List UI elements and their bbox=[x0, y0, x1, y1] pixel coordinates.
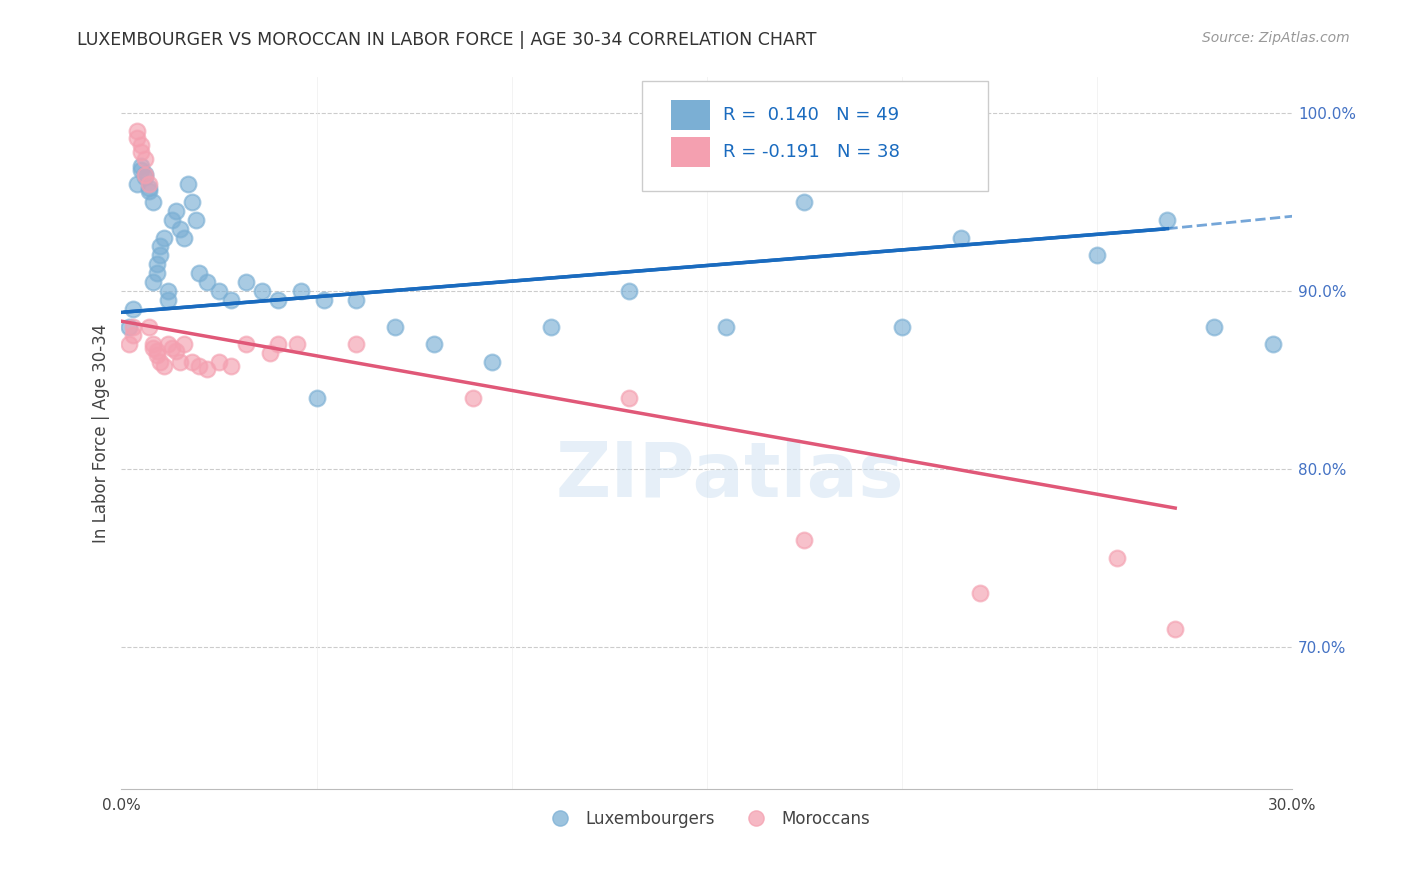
Point bbox=[169, 221, 191, 235]
Point bbox=[290, 284, 312, 298]
Point bbox=[122, 328, 145, 343]
FancyBboxPatch shape bbox=[643, 81, 988, 191]
Text: ZIPatlas: ZIPatlas bbox=[555, 439, 904, 513]
Point bbox=[461, 391, 484, 405]
Point bbox=[149, 248, 172, 262]
Point bbox=[149, 355, 172, 369]
Point bbox=[145, 257, 167, 271]
Point bbox=[266, 293, 288, 307]
Point bbox=[617, 284, 640, 298]
Point bbox=[1204, 319, 1226, 334]
Point bbox=[793, 194, 815, 209]
Point bbox=[125, 178, 148, 192]
Point bbox=[157, 337, 180, 351]
Point bbox=[177, 178, 200, 192]
FancyBboxPatch shape bbox=[671, 137, 710, 167]
Legend: Luxembourgers, Moroccans: Luxembourgers, Moroccans bbox=[537, 803, 877, 834]
Point bbox=[716, 319, 738, 334]
Point bbox=[219, 293, 242, 307]
Point bbox=[617, 391, 640, 405]
Y-axis label: In Labor Force | Age 30-34: In Labor Force | Age 30-34 bbox=[93, 324, 110, 543]
Point bbox=[142, 194, 165, 209]
Point bbox=[153, 359, 176, 373]
Point bbox=[129, 145, 152, 160]
FancyBboxPatch shape bbox=[671, 100, 710, 130]
Point bbox=[142, 337, 165, 351]
Point bbox=[1261, 337, 1284, 351]
Point bbox=[481, 355, 503, 369]
Point bbox=[344, 337, 367, 351]
Point bbox=[142, 341, 165, 355]
Point bbox=[305, 391, 328, 405]
Point bbox=[285, 337, 308, 351]
Point bbox=[219, 359, 242, 373]
Point bbox=[195, 362, 218, 376]
Point bbox=[384, 319, 406, 334]
Point bbox=[1164, 622, 1187, 636]
Point bbox=[422, 337, 444, 351]
Point bbox=[949, 230, 972, 244]
Point bbox=[184, 212, 207, 227]
Point bbox=[145, 348, 167, 362]
Text: Source: ZipAtlas.com: Source: ZipAtlas.com bbox=[1202, 31, 1350, 45]
Text: R =  0.140   N = 49: R = 0.140 N = 49 bbox=[723, 106, 900, 124]
Point bbox=[1156, 212, 1178, 227]
Point bbox=[153, 230, 176, 244]
Point bbox=[173, 230, 195, 244]
Point bbox=[188, 266, 211, 280]
Point bbox=[118, 319, 141, 334]
Point bbox=[173, 337, 195, 351]
Point bbox=[134, 167, 156, 181]
Point bbox=[134, 170, 156, 185]
Point bbox=[125, 124, 148, 138]
Point bbox=[180, 355, 202, 369]
Point bbox=[157, 284, 180, 298]
Point bbox=[540, 319, 562, 334]
Point bbox=[235, 275, 257, 289]
Point bbox=[129, 138, 152, 153]
Point bbox=[188, 359, 211, 373]
Point bbox=[129, 160, 152, 174]
Point bbox=[122, 319, 145, 334]
Text: R = -0.191   N = 38: R = -0.191 N = 38 bbox=[723, 144, 900, 161]
Point bbox=[138, 180, 160, 194]
Point bbox=[122, 301, 145, 316]
Point bbox=[129, 163, 152, 178]
Point bbox=[250, 284, 273, 298]
Point bbox=[145, 266, 167, 280]
Point bbox=[208, 284, 231, 298]
Point bbox=[195, 275, 218, 289]
Point bbox=[259, 346, 281, 360]
Point bbox=[1085, 248, 1108, 262]
Point bbox=[793, 533, 815, 547]
Point bbox=[165, 203, 187, 218]
Point bbox=[169, 355, 191, 369]
Point bbox=[138, 319, 160, 334]
Point bbox=[969, 586, 991, 600]
Point bbox=[891, 319, 914, 334]
Point bbox=[142, 275, 165, 289]
Point bbox=[160, 212, 183, 227]
Point bbox=[160, 341, 183, 355]
Text: LUXEMBOURGER VS MOROCCAN IN LABOR FORCE | AGE 30-34 CORRELATION CHART: LUXEMBOURGER VS MOROCCAN IN LABOR FORCE … bbox=[77, 31, 817, 49]
Point bbox=[134, 169, 156, 183]
Point bbox=[157, 293, 180, 307]
Point bbox=[138, 184, 160, 198]
Point bbox=[138, 178, 160, 192]
Point bbox=[266, 337, 288, 351]
Point bbox=[118, 337, 141, 351]
Point bbox=[145, 344, 167, 359]
Point bbox=[149, 239, 172, 253]
Point bbox=[314, 293, 336, 307]
Point bbox=[235, 337, 257, 351]
Point bbox=[134, 153, 156, 167]
Point bbox=[125, 131, 148, 145]
Point bbox=[1105, 550, 1128, 565]
Point bbox=[180, 194, 202, 209]
Point bbox=[208, 355, 231, 369]
Point bbox=[344, 293, 367, 307]
Point bbox=[165, 344, 187, 359]
